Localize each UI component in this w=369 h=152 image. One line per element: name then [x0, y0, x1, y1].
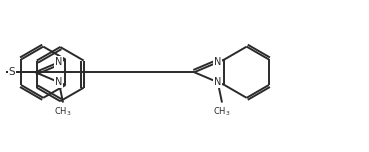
Text: N: N [214, 57, 221, 67]
Text: S: S [8, 67, 15, 77]
Text: CH$_3$: CH$_3$ [213, 105, 231, 118]
Text: N: N [214, 77, 221, 87]
Text: CH$_3$: CH$_3$ [54, 105, 72, 118]
Text: N: N [55, 77, 62, 87]
Text: N: N [55, 57, 62, 67]
